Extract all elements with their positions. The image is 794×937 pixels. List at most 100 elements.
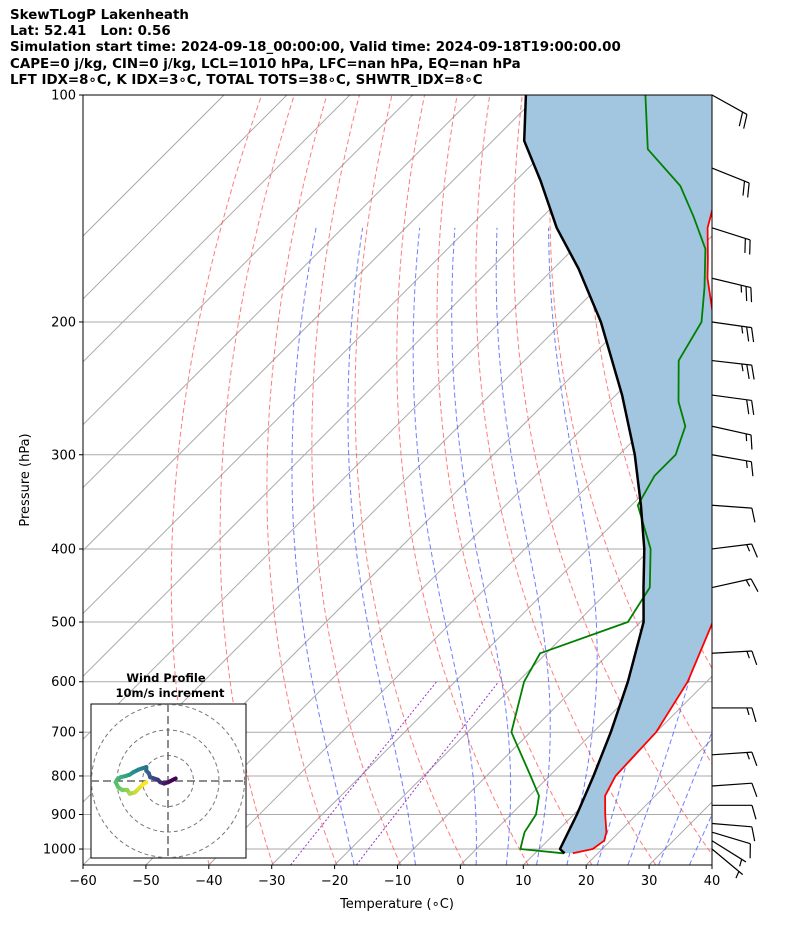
wind-barb-half-feather: [745, 460, 748, 469]
wind-barb-feather: [750, 578, 759, 592]
wind-barb-shaft: [711, 543, 752, 550]
plot-header: SkewTLogP Lakenheath Lat: 52.41 Lon: 0.56…: [10, 8, 621, 89]
dry-adiabat-line: [219, 95, 295, 865]
isotherm-line: [397, 549, 712, 865]
wind-barb: [711, 831, 751, 859]
header-line-indices: LFT IDX=8∘C, K IDX=3∘C, TOTAL TOTS=38∘C,…: [10, 72, 483, 88]
wind-barb-shaft: [711, 454, 752, 463]
wind-barb-feather: [747, 182, 750, 198]
wind-barb: [711, 543, 758, 558]
dry-adiabat-line: [266, 95, 338, 865]
header-line-cape: CAPE=0 j/kg, CIN=0 j/kg, LCL=1010 hPa, L…: [10, 56, 521, 72]
parcel-line: [522, 95, 646, 855]
wind-barb-shaft: [711, 831, 751, 845]
hodograph-segment: [140, 780, 149, 787]
wind-barb-feather: [743, 114, 748, 129]
wind-barbs: [711, 94, 759, 879]
x-axis-ticks: −60 −50 −40 −30 −20 −10 0 10 20 30 40: [69, 865, 720, 889]
wind-barb-feather: [742, 181, 746, 196]
wind-barb-shaft: [711, 425, 752, 436]
y-tick-label: 1000: [43, 843, 76, 858]
wind-barb-shaft: [711, 504, 752, 509]
y-axis-ticks: 1000 900 800 700 600 500 400 300 200 100: [43, 89, 83, 858]
y-tick-label: 500: [51, 616, 76, 631]
wind-barb-feather: [751, 751, 758, 767]
wind-barb-feather: [746, 399, 750, 415]
wind-barb-shaft: [711, 227, 751, 241]
header-line-times: Simulation start time: 2024-09-18_00:00:…: [10, 40, 621, 56]
wind-barb-shaft: [711, 782, 752, 787]
isotherm-line: [83, 95, 351, 363]
wind-barb: [711, 454, 754, 477]
moist-adiabat-line: [451, 227, 512, 865]
wind-barb-shaft: [711, 321, 752, 329]
header-line-title: SkewTLogP Lakenheath: [10, 8, 189, 23]
isotherm-line: [711, 864, 712, 865]
wind-barb-half-feather: [746, 752, 750, 760]
profile-lines: [510, 95, 712, 855]
wind-barb-half-feather: [746, 707, 750, 716]
wind-barb-half-feather: [741, 326, 744, 334]
x-tick-label: 10: [515, 874, 532, 889]
wind-barb: [712, 707, 757, 723]
dry-adiabat-line: [436, 95, 593, 865]
dry-adiabat-line: [513, 95, 712, 856]
header-line-location: Lat: 52.41 Lon: 0.56: [10, 24, 171, 40]
hodograph-inset: Wind Profile 10m/s increment: [90, 671, 247, 859]
wind-barb: [711, 359, 755, 380]
wind-barb-shaft: [711, 650, 752, 654]
wind-barb-feather: [751, 507, 756, 523]
moist-adiabat-line: [412, 227, 477, 865]
wind-barb: [711, 425, 753, 450]
wind-barb-shaft: [711, 94, 748, 115]
wind-barb-feather: [751, 365, 755, 380]
dry-adiabat-line: [584, 95, 712, 670]
x-tick-label: −50: [132, 874, 159, 889]
wind-barb: [711, 394, 755, 415]
isotherm-line: [271, 423, 712, 865]
wind-barb: [711, 504, 756, 523]
wind-barb-feather: [751, 543, 758, 558]
dry-adiabat-line: [354, 95, 465, 865]
x-tick-label: −10: [384, 874, 411, 889]
dewpoint-line: [510, 95, 707, 855]
isotherm-line: [145, 298, 712, 865]
y-tick-label: 800: [51, 769, 76, 784]
wind-barb: [711, 840, 747, 867]
wind-barb: [711, 94, 748, 129]
y-tick-label: 200: [51, 315, 76, 330]
wind-barb-half-feather: [735, 871, 740, 879]
wind-barb: [711, 782, 758, 798]
wind-barb-half-feather: [741, 363, 744, 372]
x-tick-label: −30: [258, 874, 285, 889]
y-tick-label: 100: [51, 89, 76, 104]
wind-barb-feather: [738, 111, 744, 127]
isotherm-line: [83, 95, 665, 678]
wind-barb: [711, 848, 744, 879]
y-tick-label: 600: [51, 675, 76, 690]
isotherm-line: [83, 95, 539, 552]
y-tick-label: 900: [51, 808, 76, 823]
wind-barb-half-feather: [745, 579, 751, 587]
wind-barb: [711, 822, 756, 842]
wind-barb: [711, 751, 758, 767]
isotherm-line: [83, 95, 602, 615]
wind-barb-feather: [750, 434, 753, 450]
isotherm-line: [334, 486, 712, 865]
wind-barb: [711, 321, 755, 343]
moist-adiabat-line: [347, 227, 416, 865]
wind-barb: [711, 277, 753, 303]
x-tick-label: −20: [321, 874, 348, 889]
cin-shading: [524, 95, 712, 854]
wind-barb-shaft: [711, 751, 752, 756]
wind-barb-feather: [751, 400, 755, 415]
y-tick-label: 700: [51, 726, 76, 741]
hodograph-subtitle: 10m/s increment: [116, 686, 225, 700]
wind-barb-half-feather: [746, 544, 751, 552]
wind-barb: [711, 578, 759, 592]
wind-barb-feather: [750, 287, 753, 303]
x-tick-label: 30: [641, 874, 658, 889]
x-tick-label: 0: [456, 874, 464, 889]
wind-barb-half-feather: [746, 651, 750, 659]
